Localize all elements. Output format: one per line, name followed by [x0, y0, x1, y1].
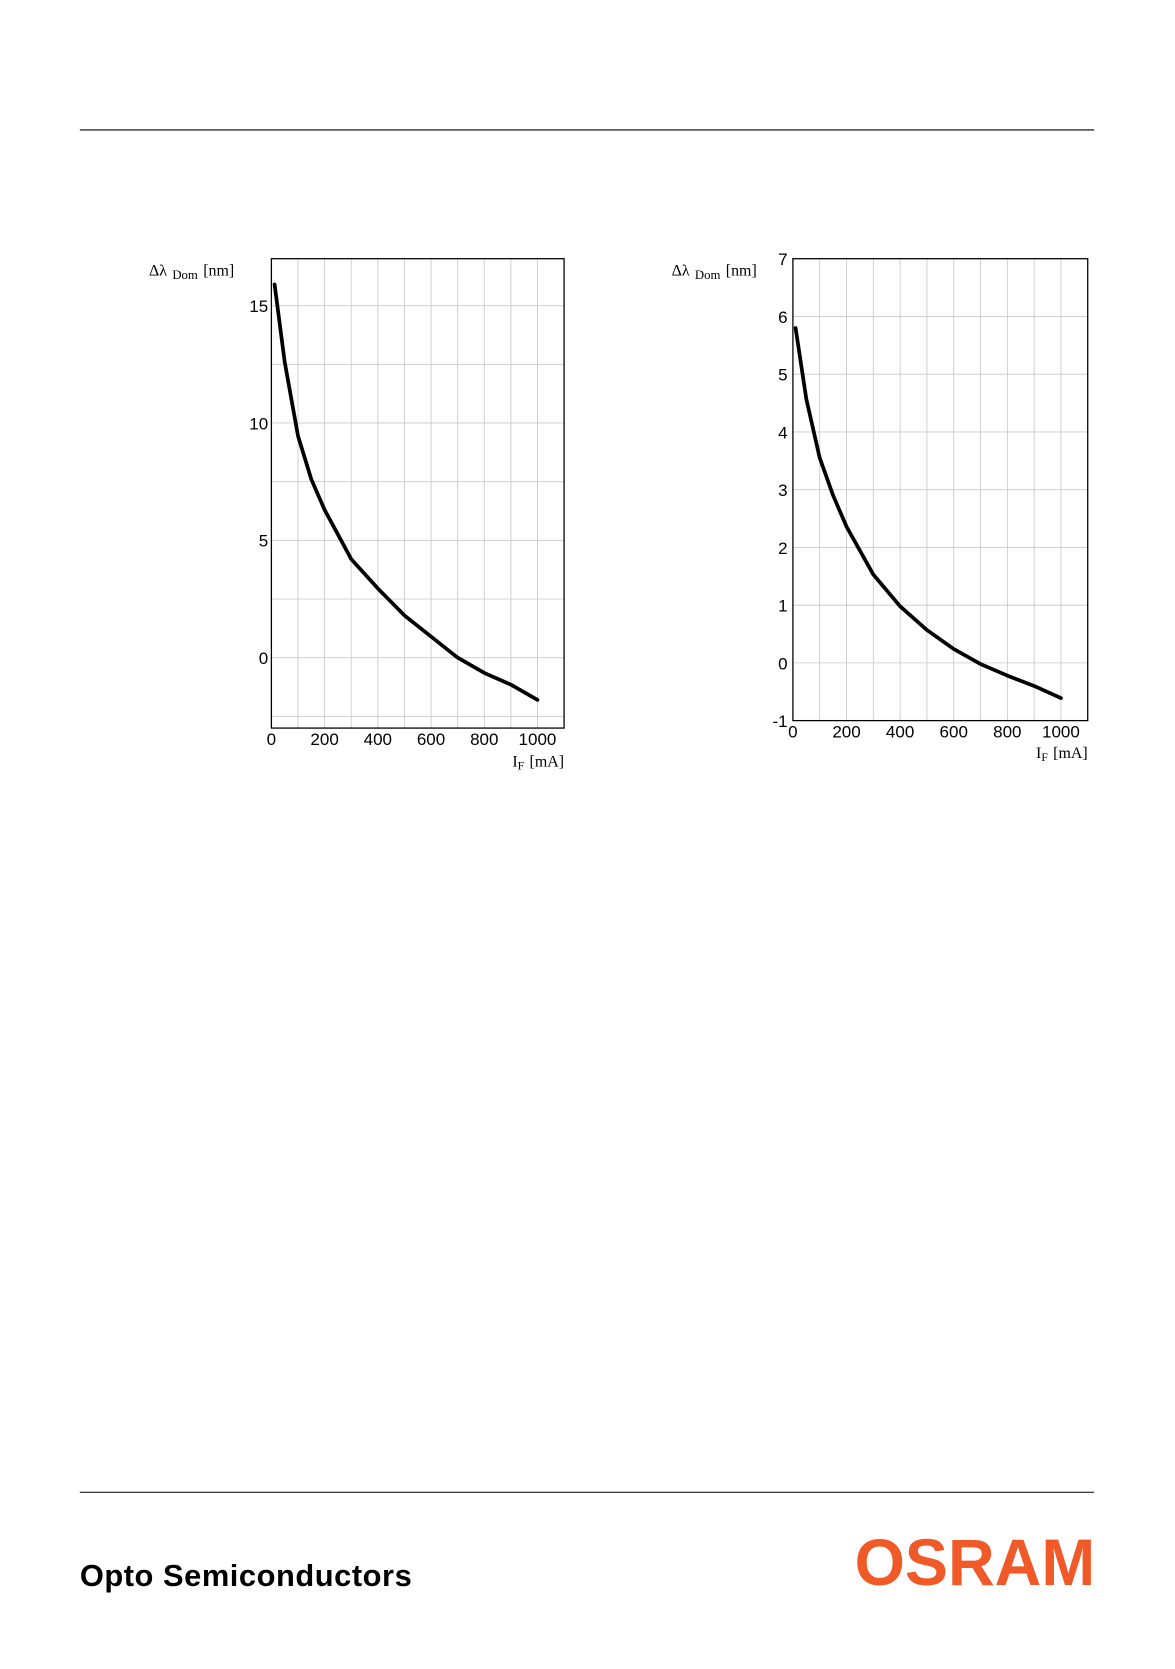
data-line: [272, 282, 540, 702]
company-name: Opto Semiconductors: [80, 1558, 412, 1593]
y-tick-label: 0: [778, 654, 787, 673]
y-label-subscript: Dom: [695, 268, 721, 282]
x-tick-label: 200: [310, 730, 338, 749]
y-tick-label: 10: [249, 414, 268, 433]
x-tick-label: 200: [832, 723, 860, 742]
y-tick-label: 3: [778, 481, 787, 500]
y-axis-label: Δλ Dom [nm]: [149, 263, 234, 282]
y-tick-label: 2: [778, 539, 787, 558]
x-tick-label: 400: [886, 723, 914, 742]
y-tick-label: -1: [772, 712, 787, 731]
plot-frame: [270, 258, 565, 729]
y-tick-label: 15: [249, 297, 268, 316]
y-axis-label: Δλ Dom [nm]: [672, 263, 757, 282]
chart: 0 200 400 600 800 1000 0 5 10 15 Δλ Dom [nm] IF [mA]: [149, 258, 565, 773]
y-label-unit: [nm]: [726, 263, 757, 280]
x-label-unit: [mA]: [530, 753, 565, 770]
x-tick-label: 600: [940, 723, 968, 742]
plot-frame: [792, 258, 1089, 722]
x-label-symbol: I: [512, 753, 517, 770]
y-label-unit: [nm]: [203, 263, 234, 280]
y-tick-label: 6: [778, 308, 787, 327]
y-tick-label: 4: [778, 423, 787, 442]
y-tick-label: 5: [259, 532, 268, 551]
logo: OSRAM: [855, 1525, 1096, 1599]
y-tick-label: 1: [778, 597, 787, 616]
x-tick-label: 600: [417, 730, 445, 749]
y-tick-label: 7: [778, 250, 787, 269]
x-tick-label: 0: [267, 730, 276, 749]
y-tick-label: 5: [778, 366, 787, 385]
x-tick-label: 800: [993, 723, 1021, 742]
x-tick-label: 0: [788, 723, 797, 742]
y-tick-label: 0: [259, 649, 268, 668]
x-tick-label: 800: [470, 730, 498, 749]
x-tick-label: 400: [364, 730, 392, 749]
data-line: [793, 326, 1063, 700]
x-label-symbol: I: [1036, 745, 1041, 762]
x-label-subscript: F: [518, 760, 525, 773]
y-label-subscript: Dom: [172, 268, 198, 282]
x-label-subscript: F: [1041, 751, 1048, 764]
x-axis-label: IF [mA]: [1036, 745, 1088, 764]
y-label-symbol: Δλ: [672, 263, 690, 280]
y-label-symbol: Δλ: [149, 263, 167, 280]
x-tick-label: 1000: [519, 730, 557, 749]
x-axis-label: IF [mA]: [512, 753, 564, 772]
x-tick-label: 1000: [1042, 723, 1080, 742]
x-label-unit: [mA]: [1053, 745, 1088, 762]
